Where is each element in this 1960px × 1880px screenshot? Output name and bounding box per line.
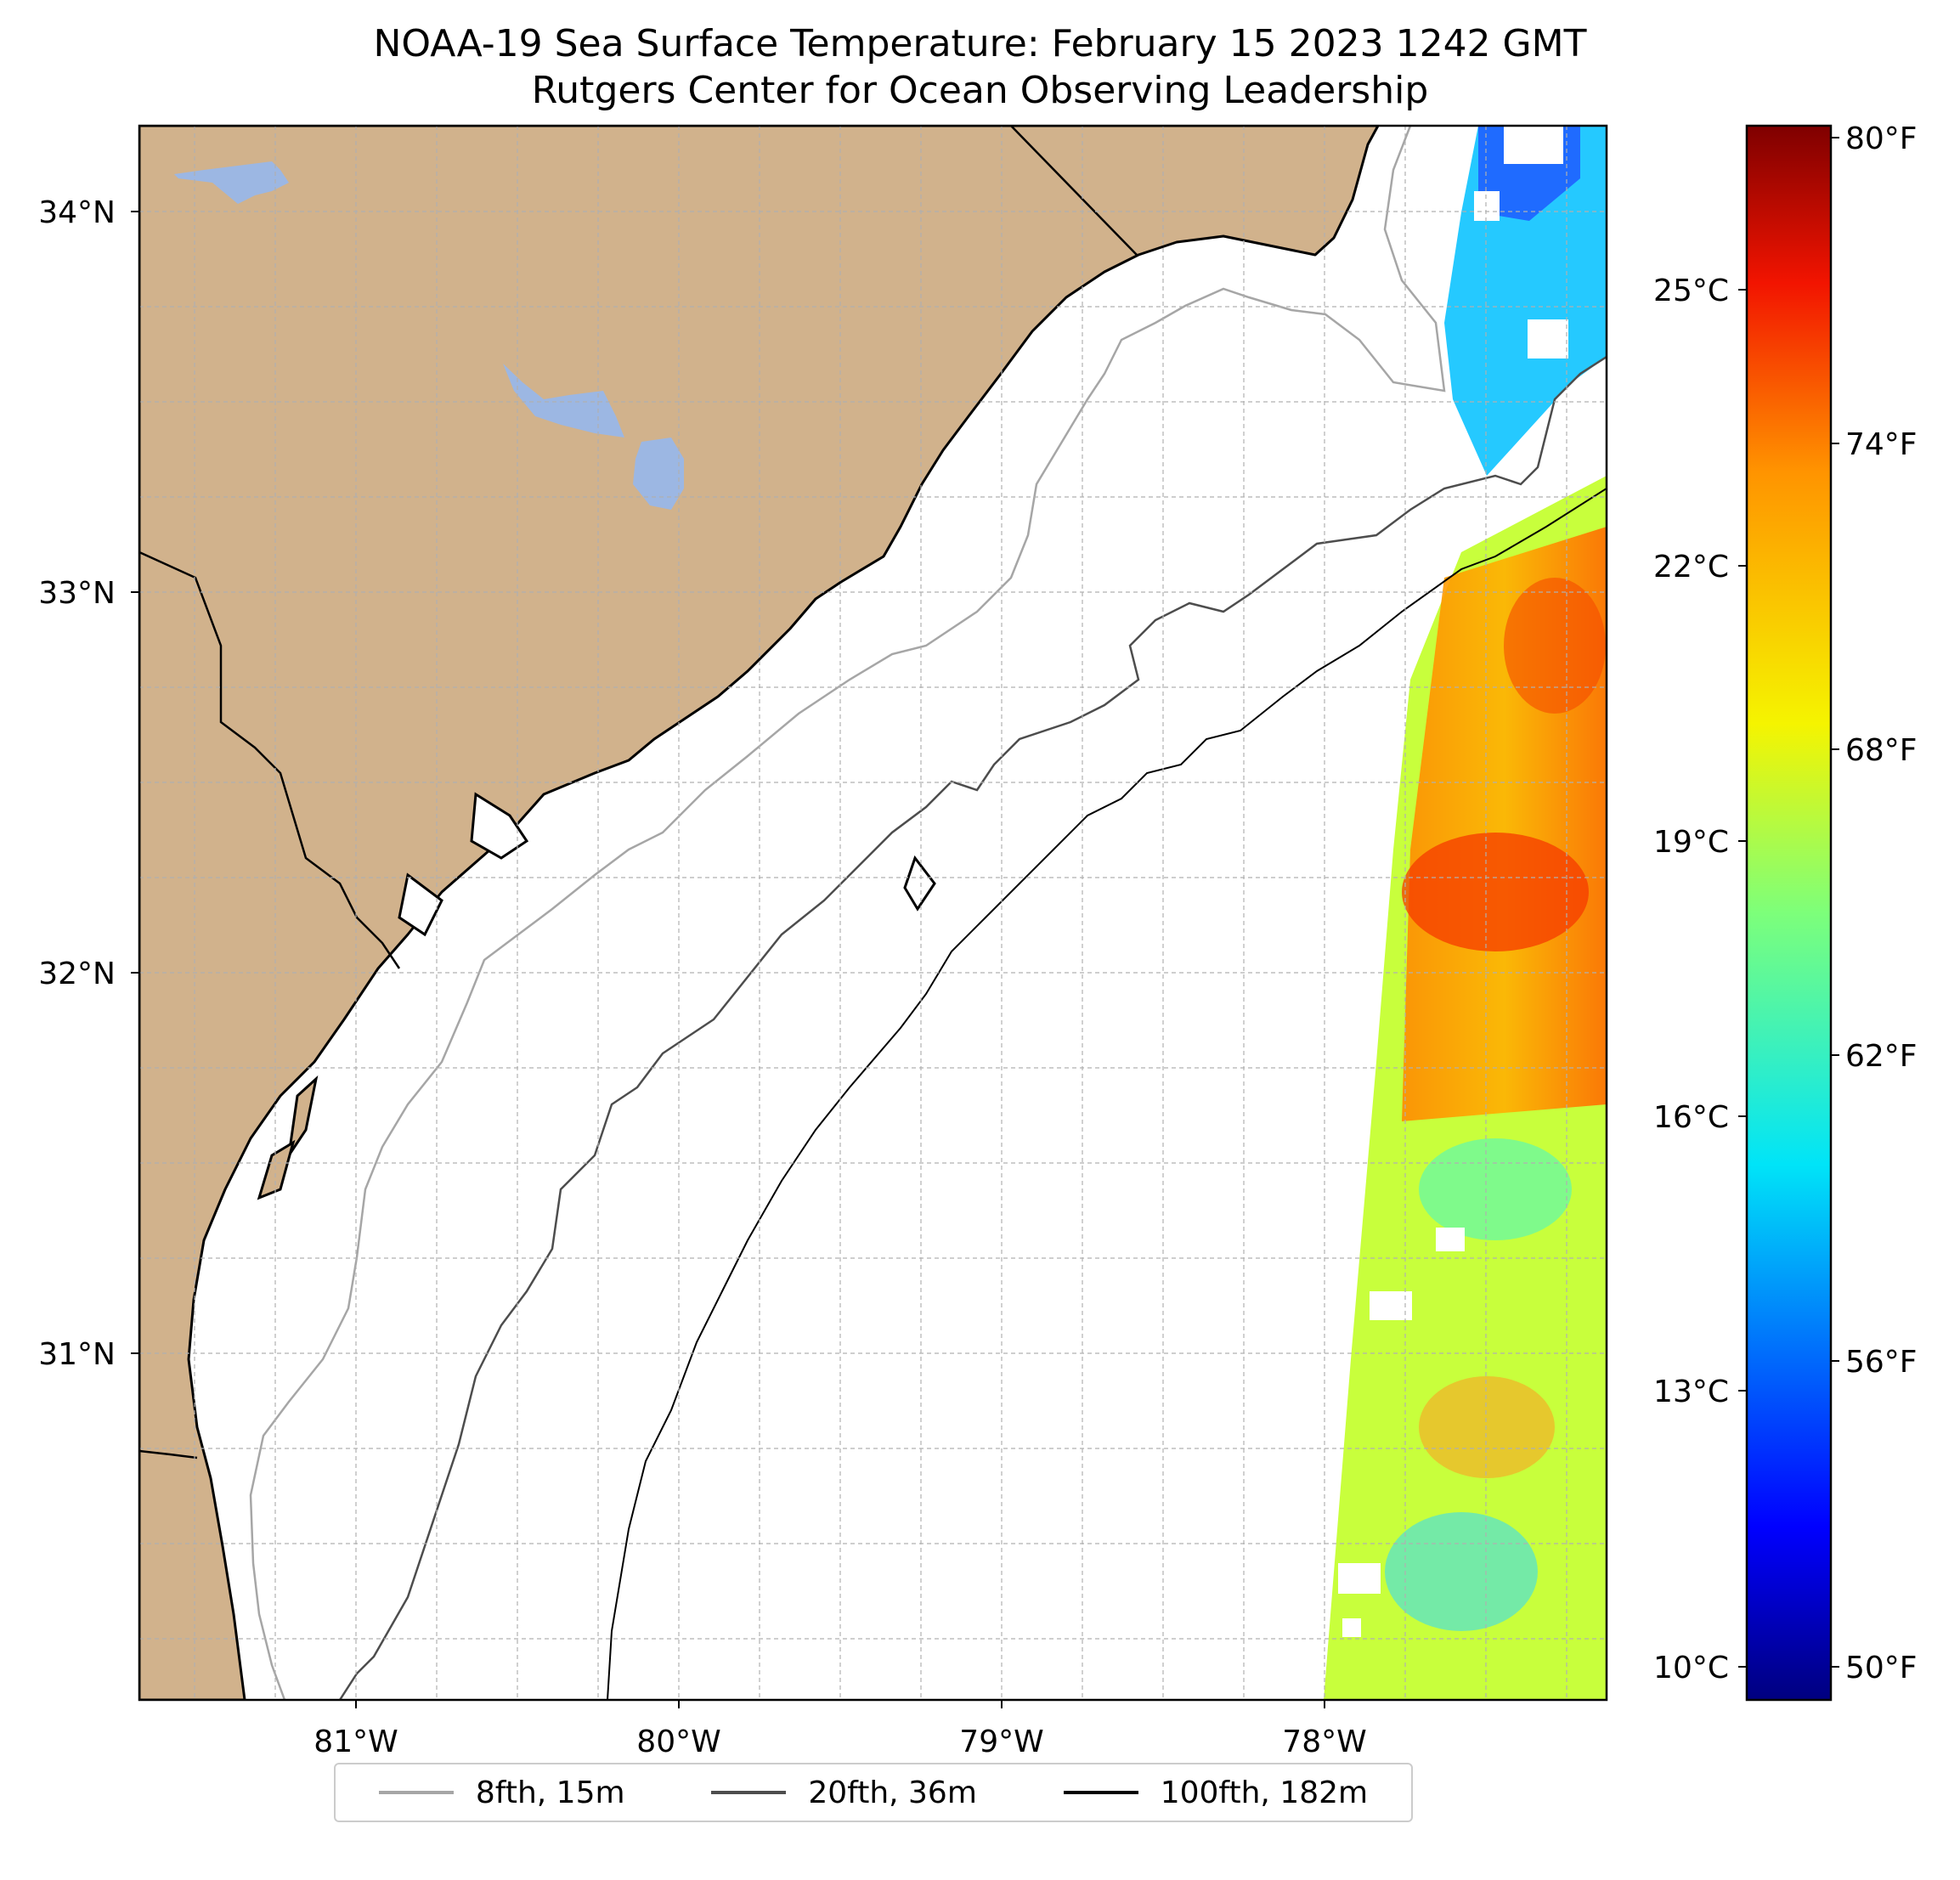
colorbar-label-68f: 68°F: [1845, 733, 1918, 768]
cloud-gap: [1504, 126, 1563, 164]
legend-swatch-8fth: [378, 1791, 454, 1794]
state-boundary: [1010, 126, 1138, 256]
cloud-gap: [1338, 1563, 1381, 1594]
coast-island: [287, 1075, 319, 1156]
contour-legend: 8fth, 15m 20fth, 36m 100fth, 182m: [334, 1763, 1413, 1822]
map-subtitle: Rutgers Center for Ocean Observing Leade…: [531, 69, 1429, 112]
colorbar-label-74f: 74°F: [1845, 427, 1918, 462]
cloud-gap: [1342, 1618, 1361, 1637]
colorbar-label-16c: 16°C: [1653, 1100, 1729, 1135]
coast-island: [257, 1139, 296, 1200]
colorbar-label-80f: 80°F: [1845, 121, 1918, 156]
colorbar-ticks: [1738, 137, 1839, 1668]
lon-label-79w: 79°W: [959, 1725, 1043, 1759]
sst-swath: [1324, 126, 1607, 1700]
sst-hot-spot: [1504, 578, 1606, 714]
legend-swatch-100fth: [1063, 1791, 1138, 1794]
legend-label-100fth: 100fth, 182m: [1160, 1775, 1369, 1810]
state-boundary: [139, 1449, 198, 1459]
coast-inlet: [398, 872, 443, 937]
legend-item-100fth: 100fth, 182m: [1063, 1775, 1369, 1810]
legend-label-20fth: 20fth, 36m: [808, 1775, 977, 1810]
cloud-gap: [1474, 191, 1500, 221]
colorbar-label-25c: 25°C: [1653, 274, 1729, 308]
colorbar-label-22c: 22°C: [1653, 550, 1729, 584]
legend-item-20fth: 20fth, 36m: [711, 1776, 977, 1810]
colorbar-label-10c: 10°C: [1653, 1651, 1729, 1685]
cloud-gap: [1528, 319, 1568, 358]
lake: [503, 364, 624, 438]
colorbar-label-13c: 13°C: [1653, 1375, 1729, 1409]
state-boundary: [139, 550, 401, 969]
sst-cool-patch: [1419, 1138, 1572, 1240]
lon-label-81w: 81°W: [313, 1725, 398, 1759]
colorbar: [1745, 124, 1833, 1702]
map-title: NOAA-19 Sea Surface Temperature: Februar…: [373, 22, 1587, 65]
lon-label-80w: 80°W: [636, 1725, 720, 1759]
cloud-gap: [1436, 1228, 1465, 1251]
legend-swatch-20fth: [711, 1791, 787, 1794]
colorbar-label-50f: 50°F: [1845, 1651, 1918, 1685]
lat-label-34n: 34°N: [38, 195, 116, 230]
lake: [174, 161, 289, 204]
lat-label-31n: 31°N: [38, 1337, 116, 1372]
sst-hot-spot: [1402, 833, 1589, 951]
lat-label-33n: 33°N: [38, 576, 116, 611]
colorbar-label-56f: 56°F: [1845, 1345, 1918, 1380]
contour-20fth: [338, 355, 1607, 1700]
axis-ticks: [131, 211, 1325, 1708]
grid: [139, 126, 1607, 1700]
lon-label-78w: 78°W: [1282, 1725, 1366, 1759]
contour-100fth: [607, 488, 1607, 1700]
sst-cool-patch: [1385, 1512, 1538, 1631]
colorbar-label-62f: 62°F: [1845, 1039, 1918, 1074]
lake: [633, 438, 684, 510]
contour-8fth: [249, 126, 1446, 1700]
map-frame: [138, 124, 1608, 1702]
colorbar-label-19c: 19°C: [1653, 825, 1729, 860]
coast-inlet: [470, 792, 529, 860]
land-mass: [139, 126, 1380, 1700]
legend-label-8fth: 8fth, 15m: [475, 1775, 625, 1810]
sst-warm-patch: [1419, 1376, 1555, 1478]
lat-label-32n: 32°N: [38, 957, 116, 991]
legend-item-8fth: 8fth, 15m: [378, 1775, 625, 1810]
